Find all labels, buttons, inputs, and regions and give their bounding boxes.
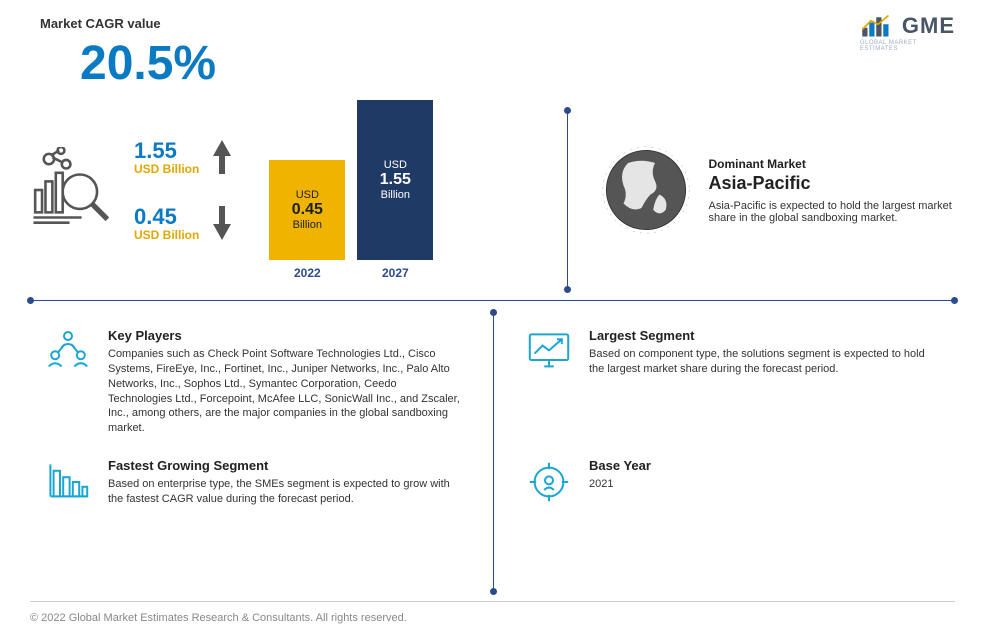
cell-base-year: Base Year 2021 [511,448,955,516]
metric-high-unit: USD Billion [134,162,199,176]
right-panel: Dominant Market Asia-Pacific Asia-Pacifi… [567,100,956,280]
bar-currency: USD [384,159,407,171]
metric-low-unit: USD Billion [134,228,199,242]
bar-value: 1.55 [380,171,411,189]
vertical-divider-bottom [493,312,494,592]
region-label: Dominant Market [709,157,956,171]
target-icon [525,458,573,506]
bar-2022: USD0.45Billion 2022 [269,160,345,280]
bar-value: 0.45 [292,201,323,219]
cell-fastest-segment: Fastest Growing Segment Based on enterpr… [30,448,474,517]
logo-icon [860,12,896,40]
cagr-label: Market CAGR value [40,16,161,31]
arrow-up-icon [213,140,231,174]
bar-rect: USD1.55Billion [357,100,433,260]
metric-high-value: 1.55 [134,138,199,164]
left-panel: 1.55 USD Billion 0.45 USD Billion [30,100,567,280]
horizontal-divider [30,300,955,301]
bar-unit: Billion [293,219,322,231]
logo-text: GME [902,13,955,39]
people-icon [44,328,92,376]
logo-subtitle: GLOBAL MARKET ESTIMATES [860,40,955,52]
bar-unit: Billion [381,189,410,201]
bar-year-label: 2027 [382,266,409,280]
region-name: Asia-Pacific [709,173,956,194]
cell-key-players: Key Players Companies such as Check Poin… [30,318,474,446]
metric-high: 1.55 USD Billion [134,138,231,176]
fastest-segment-text: Based on enterprise type, the SMEs segme… [108,477,460,507]
monitor-chart-icon [525,328,573,376]
base-year-title: Base Year [589,458,651,473]
key-players-title: Key Players [108,328,460,343]
bar-rect: USD0.45Billion [269,160,345,260]
bar-currency: USD [296,189,319,201]
globe-icon [601,145,691,235]
metric-stack: 1.55 USD Billion 0.45 USD Billion [134,138,231,242]
metric-low: 0.45 USD Billion [134,204,231,242]
vertical-divider-top [567,110,568,290]
bar-year-label: 2022 [294,266,321,280]
footer-copyright: © 2022 Global Market Estimates Research … [30,612,407,624]
metric-low-value: 0.45 [134,204,199,230]
bar-chart: USD0.45Billion2022USD1.55Billion2027 [269,100,433,280]
bar-2027: USD1.55Billion 2027 [357,100,433,280]
cagr-value: 20.5% [80,36,216,91]
cell-largest-segment: Largest Segment Based on component type,… [511,318,955,387]
cagr-block: 20.5% Market CAGR value [40,18,161,31]
largest-segment-title: Largest Segment [589,328,941,343]
arrow-down-icon [213,206,231,240]
top-row: 1.55 USD Billion 0.45 USD Billion [30,100,955,280]
largest-segment-text: Based on component type, the solutions s… [589,347,941,377]
brand-logo: GME GLOBAL MARKET ESTIMATES [860,12,955,40]
bar-chart-icon [44,458,92,506]
footer-divider [30,601,955,602]
key-players-text: Companies such as Check Point Software T… [108,347,460,436]
bottom-grid: Key Players Companies such as Check Poin… [30,318,955,592]
analytics-icon [30,147,116,233]
region-block: Dominant Market Asia-Pacific Asia-Pacifi… [709,157,956,224]
infographic-root: GME GLOBAL MARKET ESTIMATES 20.5% Market… [0,0,985,642]
region-desc: Asia-Pacific is expected to hold the lar… [709,200,956,224]
base-year-text: 2021 [589,477,651,492]
fastest-segment-title: Fastest Growing Segment [108,458,460,473]
